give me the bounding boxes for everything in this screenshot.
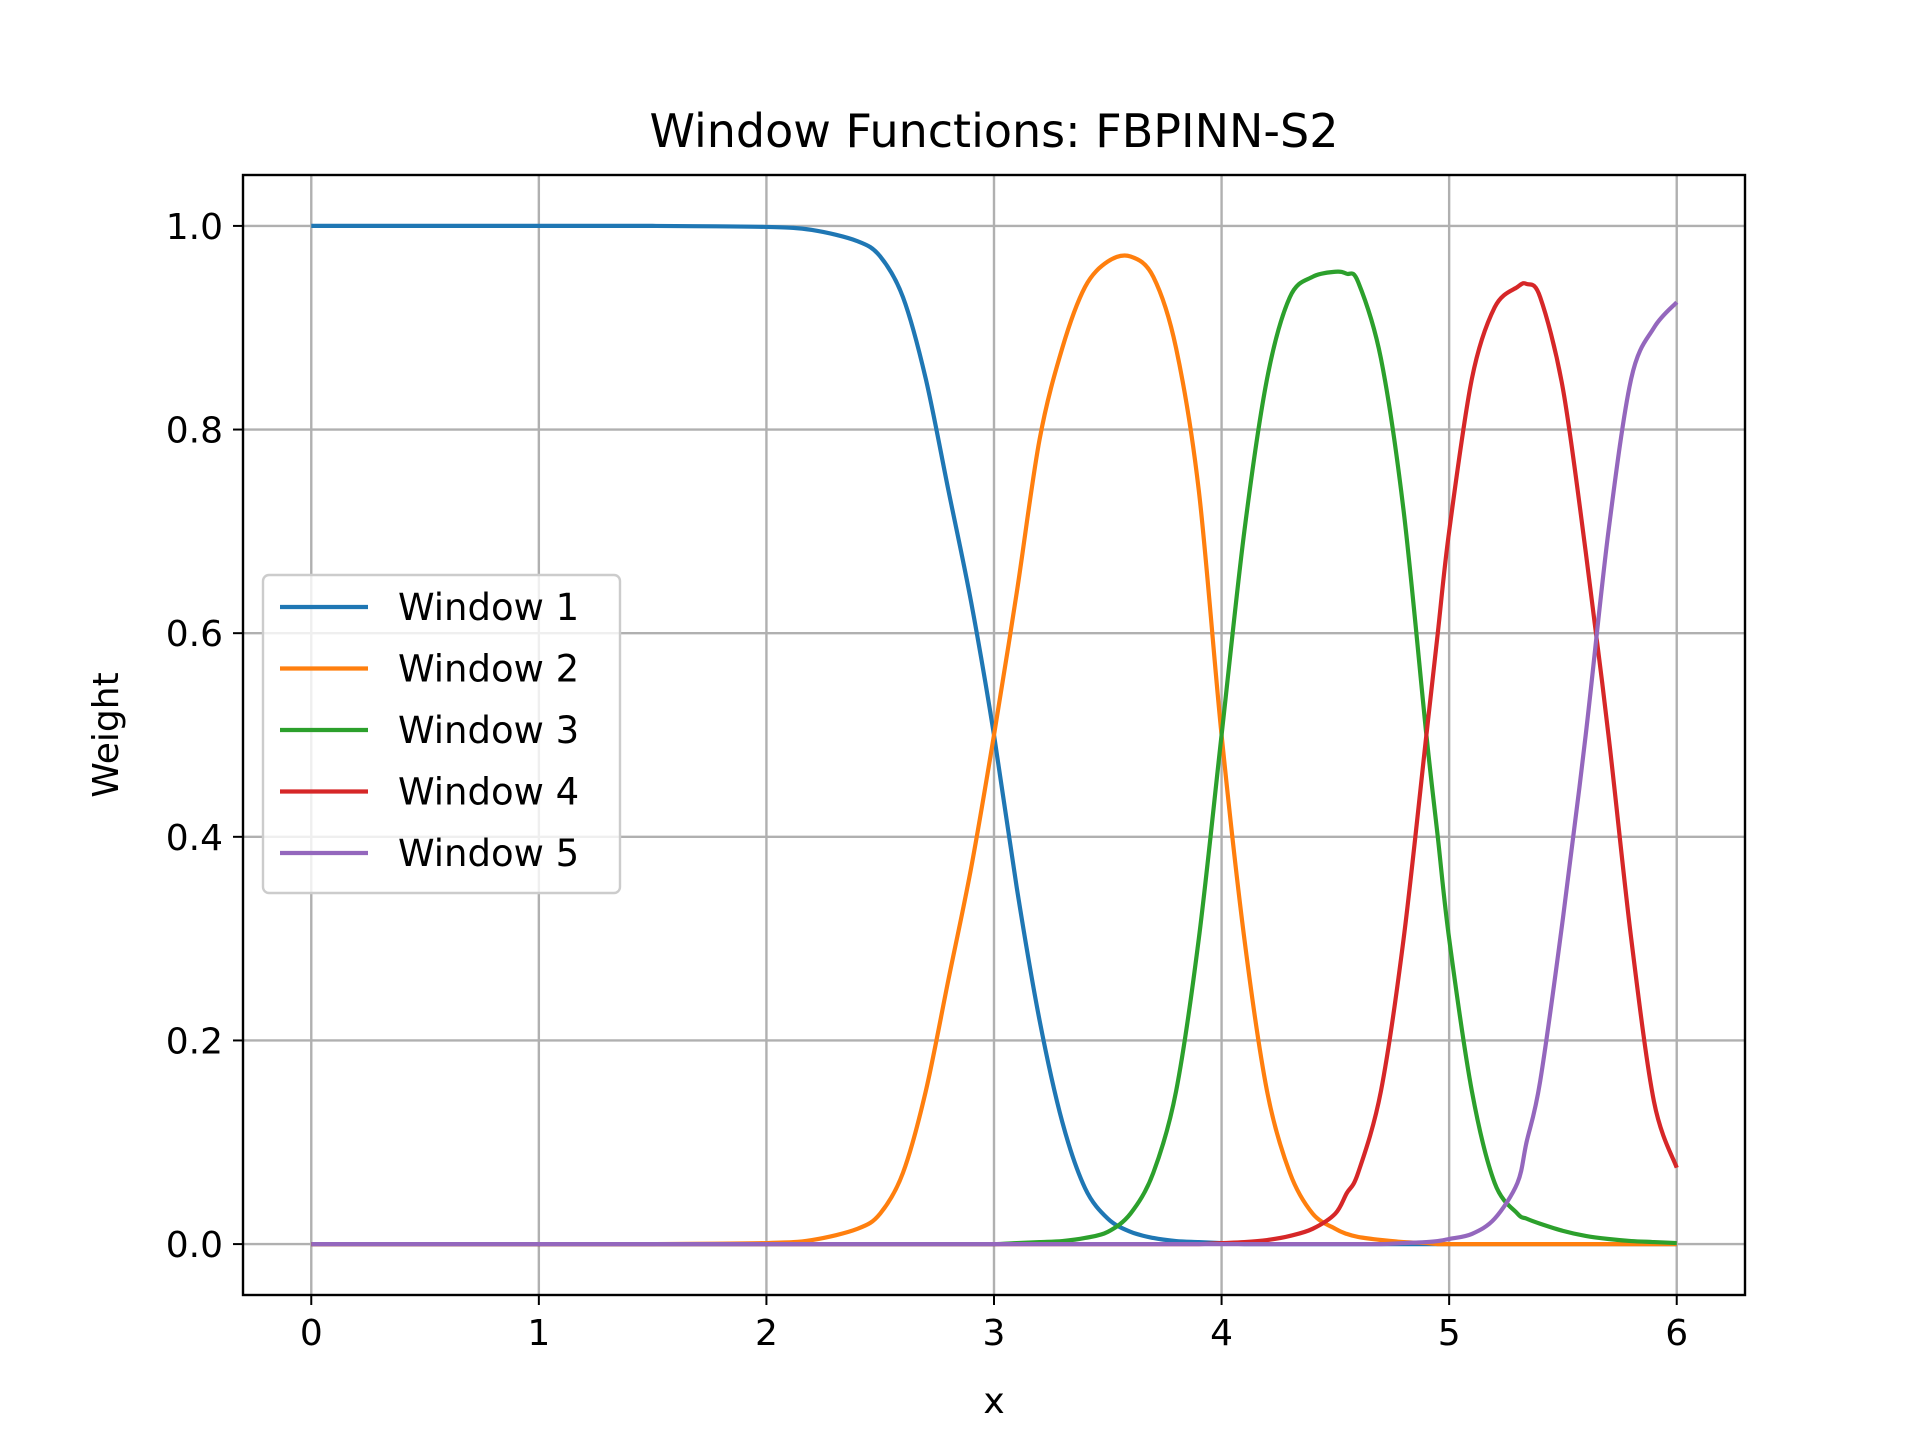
y-tick-label: 0.2 xyxy=(166,1021,223,1062)
y-tick-label: 0.6 xyxy=(166,614,223,655)
series-lines xyxy=(311,223,1679,1247)
x-tick-label: 3 xyxy=(983,1313,1006,1354)
series-line-window-2 xyxy=(311,253,1677,1247)
x-tick-label: 5 xyxy=(1438,1313,1461,1354)
y-tick-label: 1.0 xyxy=(166,207,223,248)
y-tick-label: 0.0 xyxy=(166,1225,223,1266)
legend-label-window-2: Window 2 xyxy=(398,648,579,691)
x-tick-label: 2 xyxy=(755,1313,778,1354)
axis-ticks: 0 1 2 3 4 5 6 0.0 0.2 0.4 0.6 0.8 1.0 xyxy=(166,207,1688,1354)
y-tick-label: 0.8 xyxy=(166,411,223,452)
series-line-window-5 xyxy=(311,300,1679,1247)
legend-label-window-1: Window 1 xyxy=(398,586,579,629)
x-tick-label: 0 xyxy=(300,1313,323,1354)
x-axis-label: x xyxy=(983,1381,1004,1422)
legend: Window 1 Window 2 Window 3 Window 4 Window 5 xyxy=(261,573,622,895)
legend-label-window-5: Window 5 xyxy=(398,832,579,875)
legend-box xyxy=(261,573,622,895)
y-axis-label: Weight xyxy=(86,672,127,797)
x-tick-label: 1 xyxy=(527,1313,550,1354)
x-tick-label: 4 xyxy=(1210,1313,1233,1354)
legend-label-window-4: Window 4 xyxy=(398,771,579,814)
legend-label-window-3: Window 3 xyxy=(398,709,579,752)
x-tick-label: 6 xyxy=(1665,1313,1688,1354)
chart-title: Window Functions: FBPINN-S2 xyxy=(650,104,1339,158)
y-tick-label: 0.4 xyxy=(166,818,223,859)
